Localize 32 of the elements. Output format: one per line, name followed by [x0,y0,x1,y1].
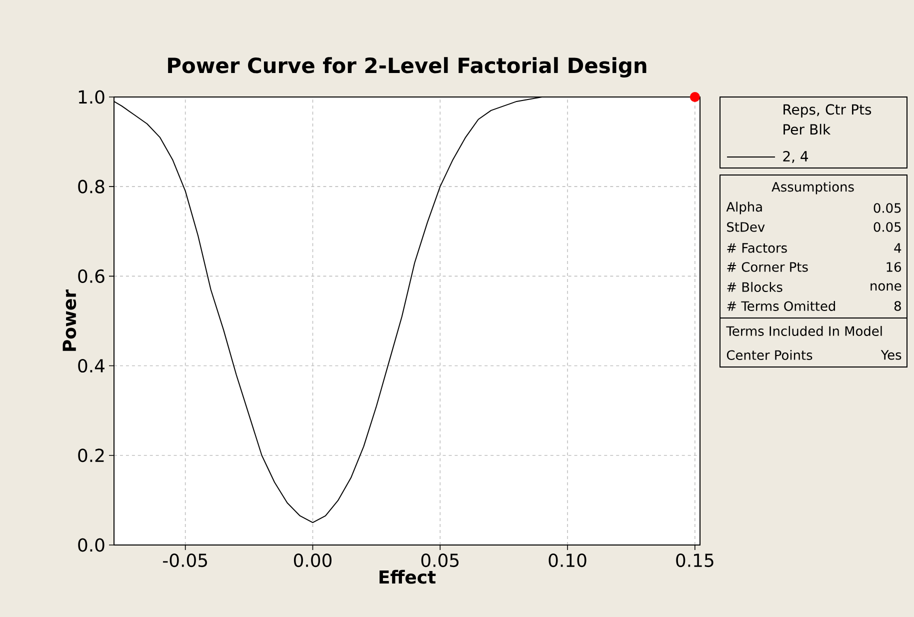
text: none [870,283,902,291]
x-tick-label: 0.10 [548,554,586,568]
text: 16 [886,262,901,272]
legend-label: 2, 4 [783,150,808,163]
text: 4 [894,243,902,253]
y-tick-label: 0.8 [78,180,104,194]
y-axis-title: Power [62,290,76,351]
y-tick-label: 0.0 [78,538,104,552]
legend-title: Reps, Ctr Pts Per Blk [784,104,872,135]
y-tick-label: 1.0 [78,90,104,104]
x-tick-label: 0.15 [676,554,714,568]
text: Alpha [726,202,762,214]
y-tick-label: 0.4 [78,359,104,373]
text: # Factors [727,243,787,253]
y-tick-label: 0.6 [78,269,104,283]
x-tick-label: 0.00 [294,554,332,568]
text: 0.05 [874,203,901,213]
text: Yes [880,350,902,360]
x-tick-label: 0.05 [421,554,459,568]
text: StDev [727,222,765,232]
text: # Terms Omitted [727,300,835,311]
text: # Corner Pts [727,262,808,272]
text: Terms Included In Model [726,326,882,336]
text: 8 [894,301,901,311]
x-tick-label: -0.05 [163,554,207,568]
chart-title: Power Curve for 2-Level Factorial Design [168,57,646,78]
text: Center Points [726,350,812,360]
text: # Blocks [727,282,782,292]
text: Assumptions [772,182,854,194]
y-tick-label: 0.2 [78,448,104,462]
text: 0.05 [874,222,901,232]
x-axis-title: Effect [380,570,436,584]
